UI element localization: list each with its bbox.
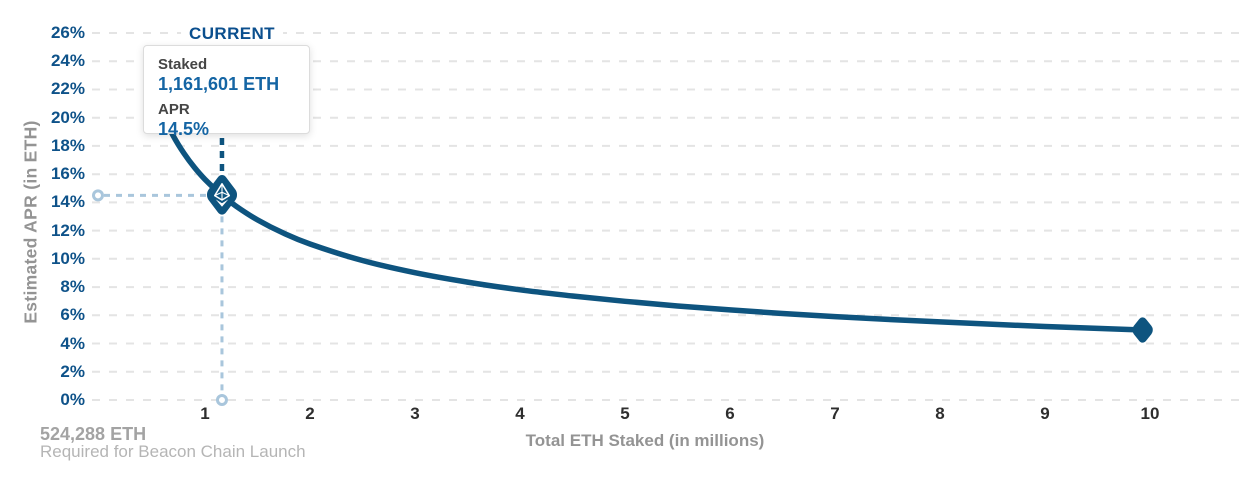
current-label: CURRENT bbox=[181, 24, 283, 44]
apr-curve[interactable] bbox=[152, 92, 1146, 333]
beacon-chain-footnote: 524,288 ETH Required for Beacon Chain La… bbox=[40, 425, 306, 461]
x-axis-title: Total ETH Staked (in millions) bbox=[525, 431, 765, 450]
y-tick-label: 10% bbox=[50, 249, 85, 268]
crosshair-guides bbox=[92, 189, 228, 406]
y-tick-label: 22% bbox=[50, 79, 85, 98]
x-tick-label: 1 bbox=[200, 404, 210, 423]
x-tick-label: 3 bbox=[410, 404, 420, 423]
ring-dot-icon bbox=[215, 394, 228, 406]
y-tick-label: 26% bbox=[50, 23, 85, 42]
y-tick-label: 4% bbox=[60, 334, 85, 353]
y-tick-label: 0% bbox=[60, 390, 85, 409]
current-point-tooltip: Staked 1,161,601 ETH APR 14.5% bbox=[143, 45, 310, 139]
x-tick-label: 7 bbox=[830, 404, 840, 423]
x-tick-label: 8 bbox=[935, 404, 945, 423]
y-tick-label: 8% bbox=[60, 277, 85, 296]
y-tick-label: 18% bbox=[50, 136, 85, 155]
tooltip-staked-value: 1,161,601 ETH bbox=[158, 74, 280, 94]
y-tick-label: 24% bbox=[50, 51, 85, 70]
y-tick-label: 20% bbox=[50, 108, 85, 127]
ring-dot-icon bbox=[92, 189, 104, 202]
x-tick-label: 4 bbox=[515, 404, 525, 423]
y-tick-label: 12% bbox=[50, 221, 85, 240]
tooltip-apr-value: 14.5% bbox=[158, 119, 210, 139]
x-tick-label: 10 bbox=[1140, 404, 1160, 423]
diamond-dot-icon[interactable] bbox=[1130, 315, 1154, 345]
tooltip-apr-label: APR bbox=[158, 101, 190, 118]
x-tick-label: 6 bbox=[725, 404, 735, 423]
x-tick-label: 2 bbox=[305, 404, 315, 423]
y-tick-label: 14% bbox=[50, 192, 85, 211]
y-tick-label: 16% bbox=[50, 164, 85, 183]
x-tick-label: 5 bbox=[620, 404, 630, 423]
y-tick-label: 6% bbox=[60, 305, 85, 324]
footnote-description: Required for Beacon Chain Launch bbox=[40, 442, 306, 461]
tooltip-staked-label: Staked bbox=[158, 56, 208, 73]
ethereum-diamond-icon[interactable] bbox=[205, 172, 240, 218]
y-tick-label: 2% bbox=[60, 362, 85, 381]
x-tick-label: 9 bbox=[1040, 404, 1050, 423]
footnote-eth-amount: 524,288 ETH bbox=[40, 424, 147, 444]
